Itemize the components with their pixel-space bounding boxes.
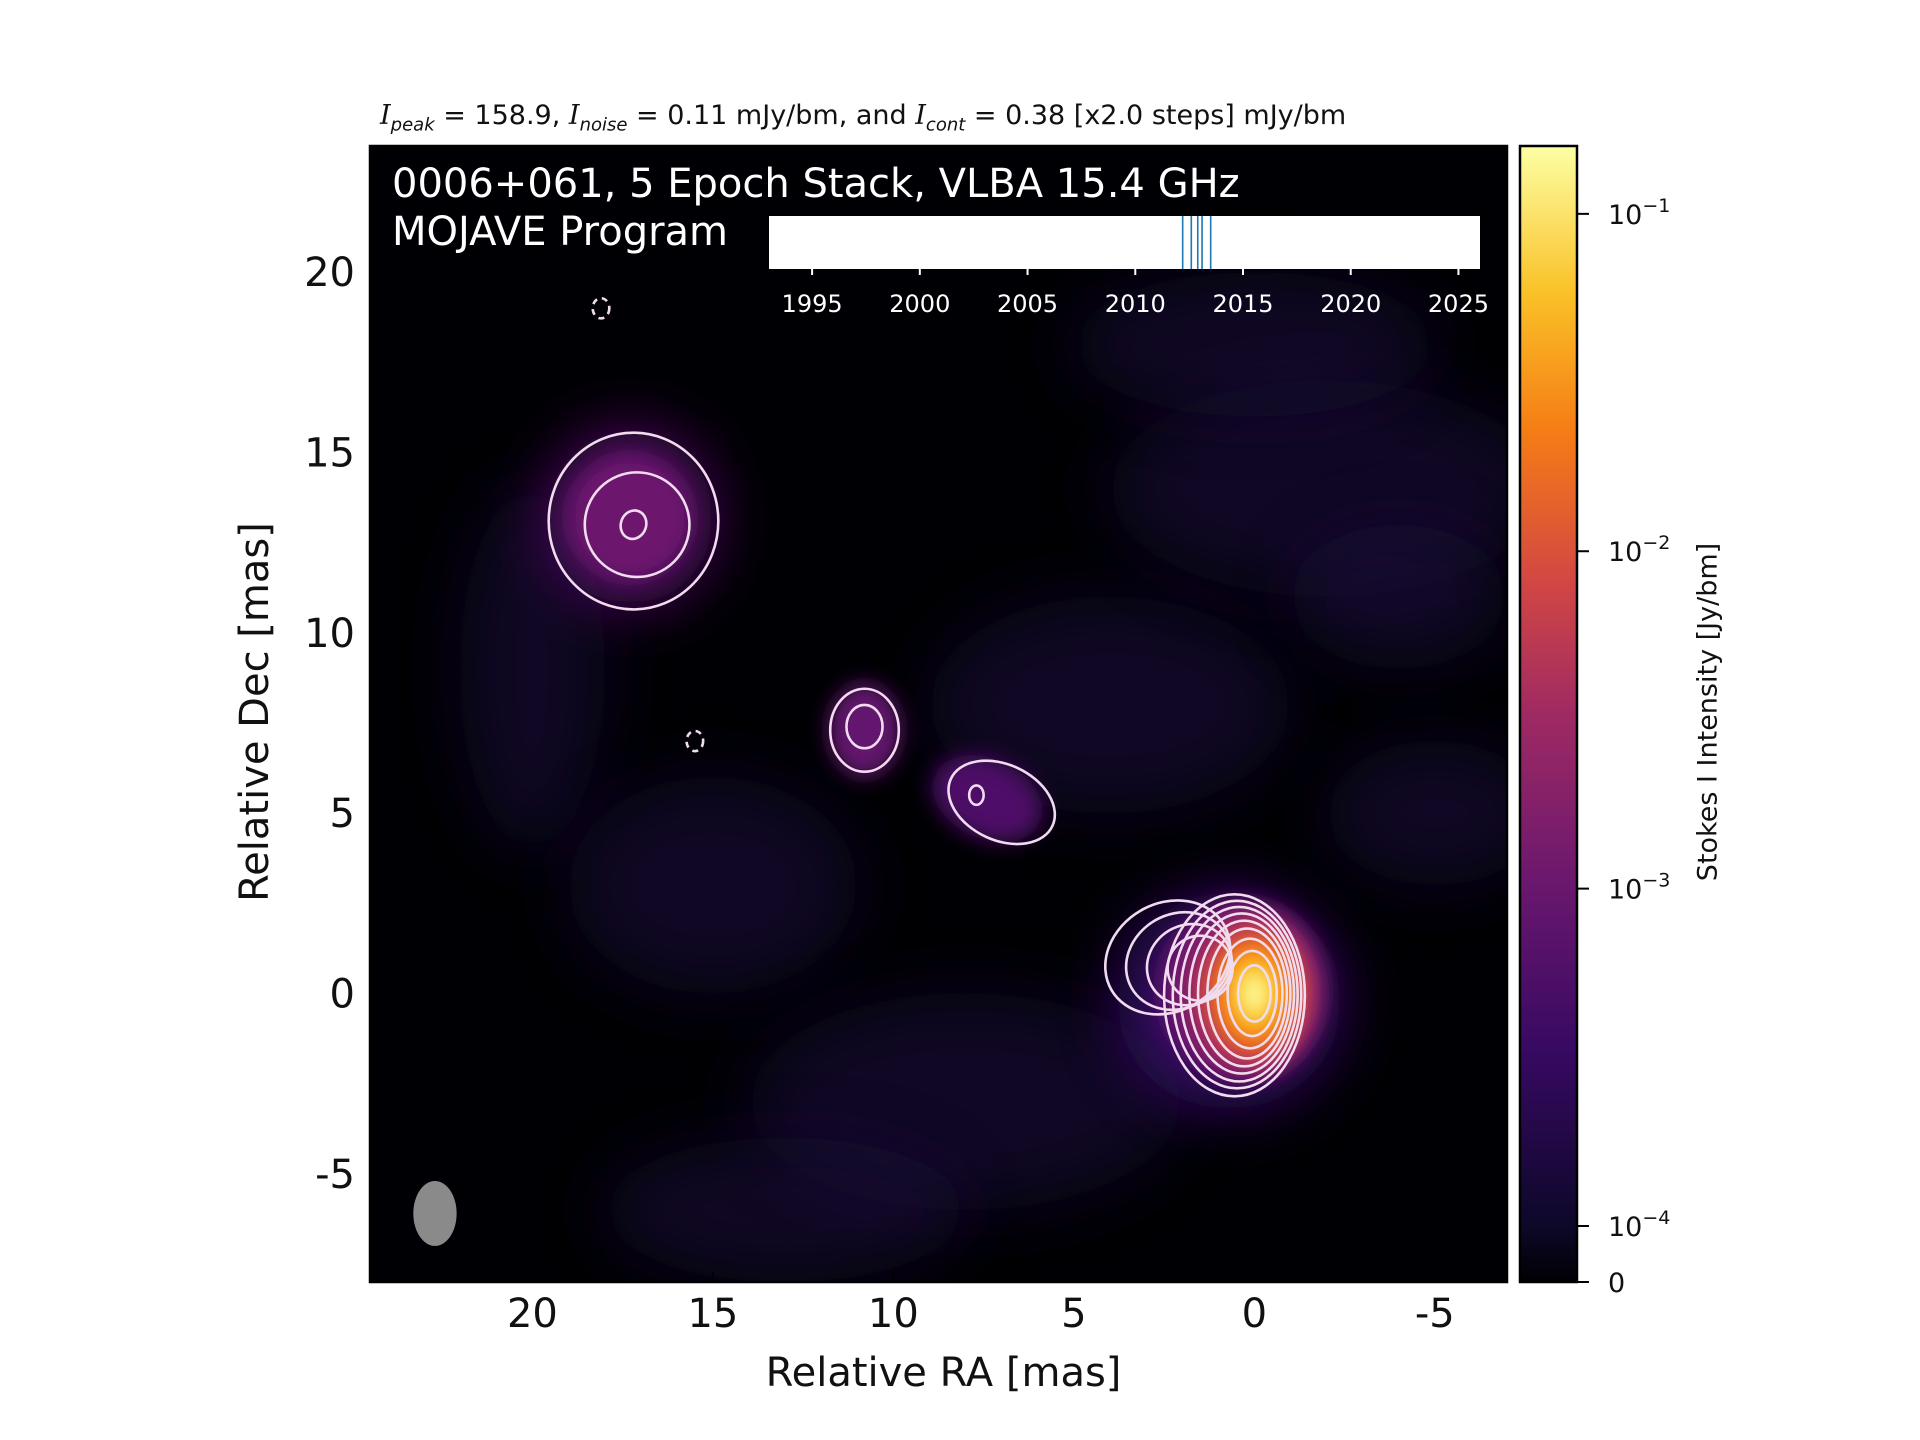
beam-ellipse	[413, 1181, 457, 1246]
negative-contour	[685, 729, 705, 753]
colorbar: 10−1 10−2 10−3 10−4 0	[1518, 144, 1670, 1299]
contour-line	[1162, 893, 1307, 1098]
y-tick-label: 5	[330, 791, 355, 837]
colorbar-gradient	[1518, 144, 1579, 1284]
contour-line	[947, 759, 1057, 846]
emission-glow	[568, 456, 692, 579]
panel-title: 0006+061, 5 Epoch Stack, VLBA 15.4 GHz M…	[392, 160, 1240, 256]
contour-line	[845, 703, 884, 750]
contour-line	[583, 471, 691, 579]
emission-glow	[828, 683, 901, 778]
timeline-box	[769, 216, 1480, 269]
diffuse-emission	[1290, 524, 1507, 669]
contour-line	[547, 431, 720, 611]
y-axis-label: Relative Dec [mas]	[232, 522, 278, 902]
diffuse-emission	[1326, 741, 1507, 886]
timeline-tick-label: 2010	[1105, 290, 1166, 318]
contour-line	[967, 784, 985, 807]
contour-line	[1171, 899, 1303, 1090]
contour-line	[619, 509, 648, 541]
colorbar-tick-label: 10−4	[1608, 1207, 1670, 1243]
timeline-tick-label: 2000	[889, 290, 950, 318]
panel-title-line-2: MOJAVE Program	[392, 209, 729, 255]
contour-line	[1206, 927, 1289, 1060]
x-tick-label: -5	[1415, 1291, 1455, 1337]
contour-line	[1188, 912, 1296, 1075]
figure-header: Ipeak = 158.9, Inoise = 0.11 mJy/bm, and…	[380, 100, 1347, 136]
diffuse-emission	[568, 777, 858, 994]
colorbar-tick-label: 10−3	[1608, 870, 1670, 906]
diffuse-emission	[929, 596, 1291, 814]
negative-contour	[591, 296, 611, 320]
timeline-tick-label: 2005	[997, 290, 1058, 318]
x-tick-label: 15	[687, 1291, 738, 1337]
panel-title-line-1: 0006+061, 5 Epoch Stack, VLBA 15.4 GHz	[392, 161, 1240, 207]
y-tick-label: 10	[304, 611, 355, 657]
epoch-timeline: 1995 2000 2005 2010 2015 2020 2025	[769, 216, 1489, 318]
timeline-tick-label: 2020	[1320, 290, 1381, 318]
diffuse-emission	[604, 1137, 966, 1282]
timeline-tick-label: 2025	[1428, 290, 1489, 318]
colorbar-tick-label: 0	[1608, 1268, 1625, 1299]
x-axis-label: Relative RA [mas]	[765, 1350, 1122, 1396]
x-tick-label: 0	[1242, 1291, 1267, 1337]
colorbar-tick-label: 10−2	[1608, 532, 1670, 568]
y-tick-label: -5	[315, 1152, 355, 1198]
colorbar-label: Stokes I Intensity [Jy/bm]	[1692, 542, 1724, 882]
contour-line	[1166, 934, 1234, 1003]
contour-line	[828, 687, 901, 774]
emission-glow	[1241, 973, 1267, 1014]
map-frame	[368, 144, 1509, 1284]
timeline-tick-label: 1995	[782, 290, 843, 318]
contour-line	[1226, 949, 1279, 1038]
x-tick-label: 20	[507, 1291, 558, 1337]
contour-line	[1196, 919, 1292, 1068]
y-tick-label: 20	[304, 250, 355, 296]
contour-line	[1236, 964, 1272, 1023]
diffuse-emission	[1073, 272, 1435, 417]
timeline-tick-label: 2015	[1212, 290, 1273, 318]
x-tick-label: 5	[1061, 1291, 1086, 1337]
colorbar-tick-label: 10−1	[1608, 195, 1670, 231]
map-image-layer	[413, 272, 1507, 1282]
x-tick-label: 10	[868, 1291, 919, 1337]
y-tick-label: 0	[330, 971, 355, 1017]
emission-glow	[932, 755, 1043, 843]
y-tick-label: 15	[304, 431, 355, 477]
